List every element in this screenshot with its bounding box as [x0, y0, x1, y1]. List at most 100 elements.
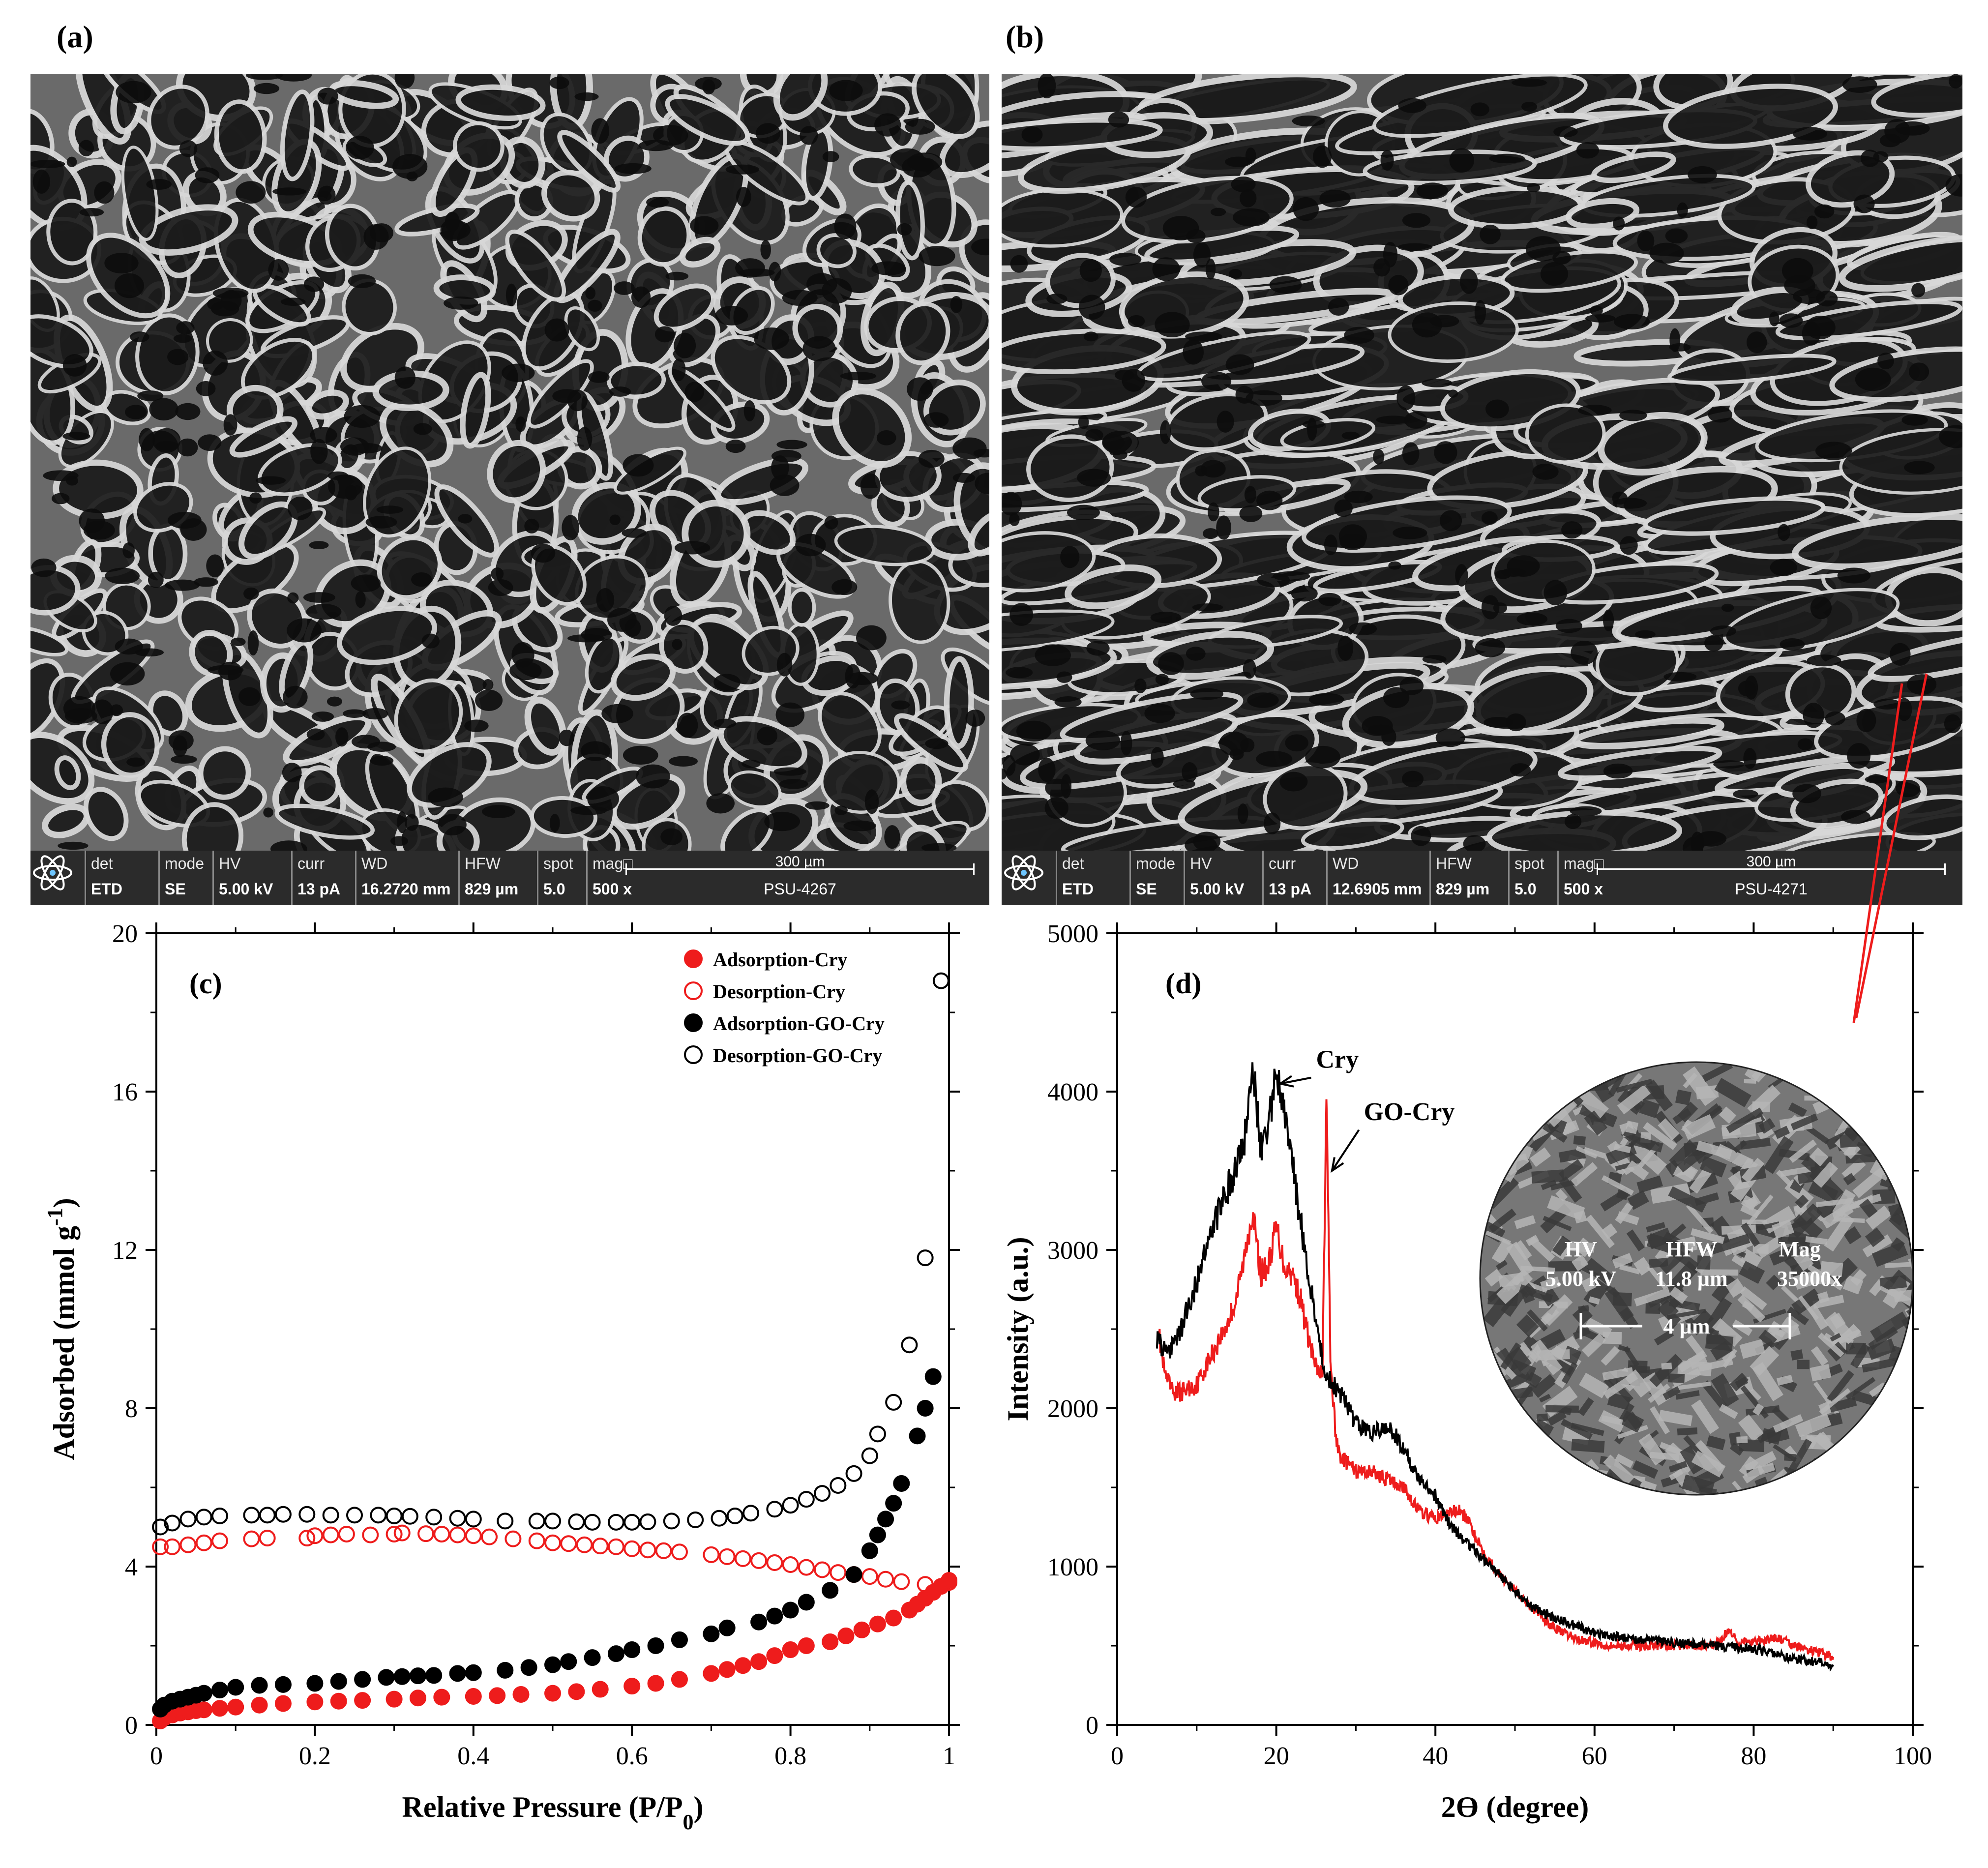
sem-pore-inner	[1125, 186, 1147, 208]
inset-border	[1479, 1061, 1914, 1496]
scale-line	[1597, 868, 1946, 870]
sem-pore-inner	[1847, 743, 1870, 769]
inset-grain	[1856, 1089, 1878, 1112]
annotation-label: GO-Cry	[1364, 1098, 1455, 1126]
data-point	[243, 1530, 260, 1547]
sem-pore	[834, 525, 935, 566]
inset-grain	[1550, 1179, 1578, 1191]
sem-pore-inner	[270, 840, 307, 851]
inset-grain	[1870, 1420, 1895, 1443]
sem-pore-inner	[351, 735, 380, 749]
y-axis-label: Adsorbed (mmol g-1)	[43, 1198, 81, 1460]
inset-grain	[1668, 1373, 1685, 1383]
sem-pore-inner	[669, 756, 698, 767]
sem-pore-inner	[310, 427, 337, 444]
sem-pore-inner	[397, 811, 407, 833]
inset-grain	[1482, 1092, 1509, 1120]
sem-pore	[1065, 564, 1162, 609]
sem-pore-inner	[311, 711, 334, 722]
data-point	[703, 1625, 720, 1642]
inset-grain	[1487, 1133, 1515, 1142]
sem-pore-inner	[1710, 625, 1736, 637]
arrow-head-icon	[1277, 1075, 1294, 1088]
inset-grain	[1543, 1216, 1572, 1231]
databar-cell-curr: curr 13 pA	[1262, 851, 1326, 905]
sem-pore-inner	[1388, 561, 1401, 570]
annotation-arrow	[1280, 1076, 1311, 1085]
inset-grain	[1758, 1118, 1776, 1134]
data-point	[211, 1682, 228, 1699]
data-point	[179, 1536, 197, 1553]
sem-pore-inner	[1474, 300, 1486, 325]
sem-pore-inner	[1128, 315, 1145, 327]
sem-pore-inner	[1102, 434, 1125, 451]
inset-grain	[1840, 1095, 1867, 1115]
inset-grain	[1787, 1438, 1812, 1474]
sem-pore-inner	[609, 514, 621, 526]
sem-pore-inner	[1708, 406, 1732, 423]
x-axis-label-main: Relative Pressure (P/P	[402, 1791, 683, 1823]
inset-grain	[1797, 1482, 1825, 1495]
databar-key: HV	[219, 855, 241, 872]
sem-pore-inner	[771, 449, 801, 463]
data-point	[560, 1535, 577, 1552]
sem-pore-inner	[975, 473, 989, 494]
sem-pore-inner	[1512, 78, 1547, 87]
sem-pore-inner	[1895, 121, 1930, 136]
sem-pore-inner	[1721, 603, 1734, 612]
sem-pore-inner	[482, 679, 494, 690]
databar-cell-wd: WD 16.2720 mm	[355, 851, 458, 905]
sem-pore-inner	[247, 630, 259, 656]
data-point	[298, 1506, 316, 1523]
inset-grain	[1572, 1305, 1593, 1326]
sem-pore-inner	[614, 163, 652, 174]
sem-pore-inner	[802, 336, 836, 361]
x-tick-label: 60	[1582, 1742, 1607, 1770]
sem-pore-inner	[66, 156, 77, 167]
inset-grain	[1825, 1077, 1848, 1107]
sem-pore-inner	[623, 454, 654, 477]
y-axis-label-end: )	[48, 1198, 80, 1208]
sem-pore-inner	[310, 439, 328, 464]
sem-pore-inner	[588, 371, 610, 383]
inset-grain	[1808, 1491, 1832, 1495]
sem-pore-inner	[275, 74, 312, 82]
inset-grain	[1612, 1253, 1633, 1269]
y-axis-label-sup: -1	[43, 1208, 67, 1226]
inset-grain	[1812, 1295, 1844, 1309]
inset-grain	[1658, 1118, 1680, 1141]
sem-pore-inner	[1745, 675, 1758, 700]
image-id: PSU-4271	[1735, 880, 1808, 898]
sem-pore-inner	[1397, 243, 1433, 251]
data-point	[274, 1695, 292, 1712]
data-point	[195, 1685, 212, 1702]
sem-pore-inner	[30, 160, 65, 169]
sem-pore-inner	[664, 606, 682, 626]
inset-grain	[1645, 1303, 1661, 1314]
isotherm-chart-c: 0 0.2 0.4 0.6 0.8 1 0 4 8 12 16 20 (c) Relative Press…	[43, 920, 960, 1834]
sem-pore-inner	[856, 625, 887, 651]
data-point	[782, 1601, 799, 1619]
databar-key: WD	[361, 855, 388, 872]
annotation-arrow	[1331, 1129, 1360, 1172]
inset-grain	[1813, 1161, 1839, 1188]
sem-pore-inner	[171, 755, 197, 764]
sem-pore-inner	[1484, 716, 1513, 728]
inset-grain	[1849, 1479, 1873, 1495]
inset-grain	[1571, 1254, 1589, 1272]
sem-pore-inner	[236, 181, 266, 204]
inset-grain	[1875, 1421, 1913, 1449]
inset-grain	[1712, 1318, 1743, 1347]
sem-pore-inner	[110, 662, 145, 686]
inset-grain	[1757, 1462, 1776, 1475]
sem-pore-inner	[672, 358, 686, 382]
inset-grain	[1654, 1329, 1674, 1346]
sem-pore-inner	[1540, 262, 1569, 286]
sem-pore-inner	[860, 473, 881, 499]
inset-grain	[1691, 1228, 1725, 1244]
inset-hfw-key: HFW	[1665, 1237, 1717, 1261]
sem-pore-inner	[1810, 596, 1832, 620]
sem-pore-inner	[736, 187, 751, 207]
sem-pore-inner	[1619, 410, 1647, 421]
sem-pore-inner	[342, 709, 366, 718]
